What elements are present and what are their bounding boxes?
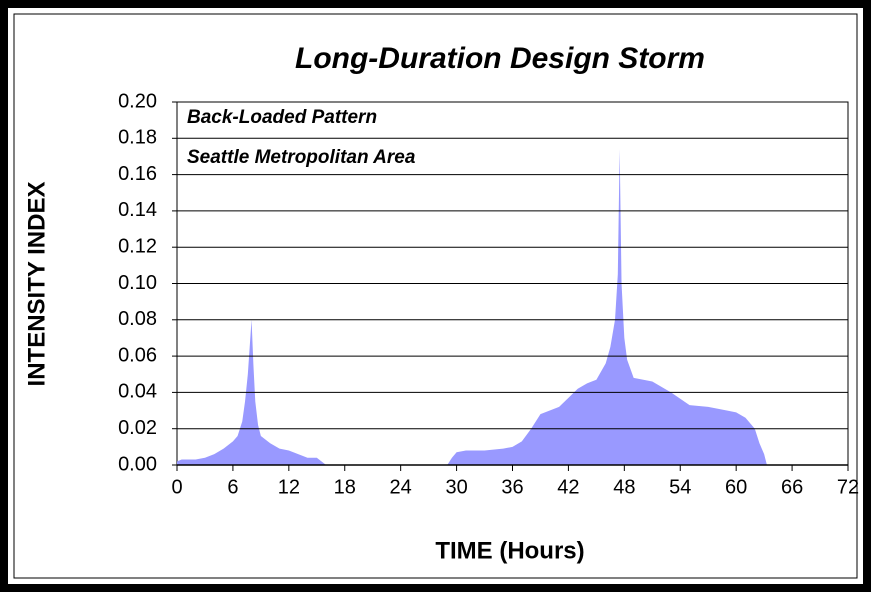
annotation: Seattle Metropolitan Area bbox=[187, 147, 416, 168]
x-tick-label: 0 bbox=[171, 476, 182, 498]
y-tick-label: 0.04 bbox=[118, 381, 157, 403]
annotation: Back-Loaded Pattern bbox=[187, 107, 377, 128]
x-tick-label: 60 bbox=[725, 476, 747, 498]
x-tick-label: 24 bbox=[390, 476, 412, 498]
x-tick-label: 42 bbox=[557, 476, 579, 498]
y-tick-label: 0.10 bbox=[118, 272, 157, 294]
chart-title: Long-Duration Design Storm bbox=[295, 42, 705, 75]
y-tick-label: 0.02 bbox=[118, 417, 157, 439]
x-tick-label: 6 bbox=[227, 476, 238, 498]
area bbox=[177, 149, 848, 465]
y-axis-label: INTENSITY INDEX bbox=[23, 182, 50, 387]
x-axis-label: TIME (Hours) bbox=[435, 537, 584, 564]
y-tick-label: 0.12 bbox=[118, 235, 157, 257]
y-tick-label: 0.16 bbox=[118, 163, 157, 185]
x-tick-label: 12 bbox=[278, 476, 300, 498]
y-tick-label: 0.06 bbox=[118, 344, 157, 366]
x-tick-label: 66 bbox=[781, 476, 803, 498]
x-tick-label: 30 bbox=[445, 476, 467, 498]
x-tick-label: 48 bbox=[613, 476, 635, 498]
inner-frame bbox=[13, 13, 858, 579]
y-tick-label: 0.00 bbox=[118, 453, 157, 475]
y-tick-label: 0.08 bbox=[118, 308, 157, 330]
x-tick-label: 54 bbox=[669, 476, 691, 498]
x-tick-label: 36 bbox=[501, 476, 523, 498]
y-tick-label: 0.14 bbox=[118, 199, 157, 221]
y-tick-label: 0.18 bbox=[118, 127, 157, 149]
x-tick-label: 72 bbox=[837, 476, 859, 498]
y-tick-label: 0.20 bbox=[118, 90, 157, 112]
x-tick-label: 18 bbox=[334, 476, 356, 498]
